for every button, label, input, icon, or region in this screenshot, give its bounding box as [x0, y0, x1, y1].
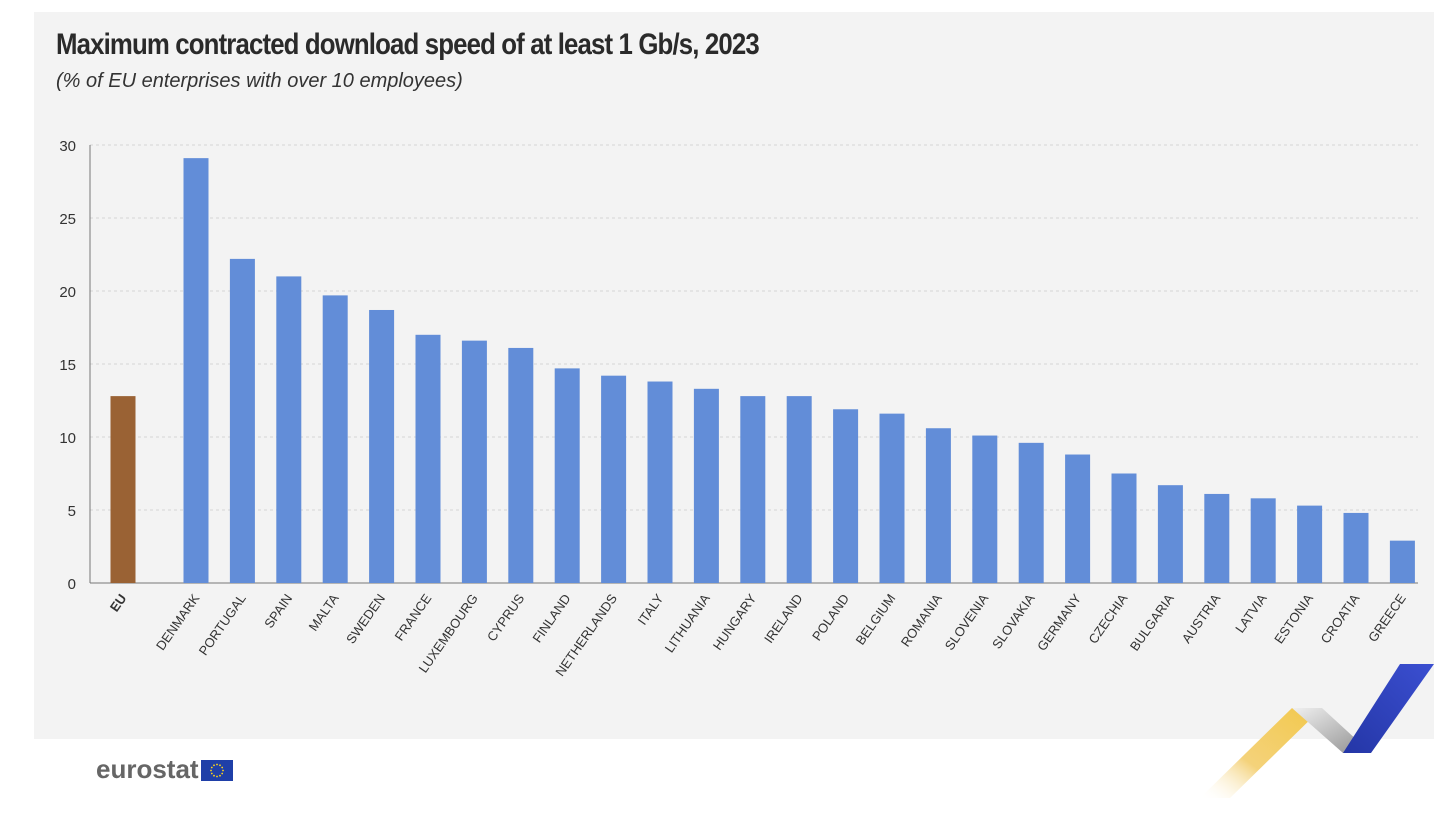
x-tick-label-romania: ROMANIA: [898, 591, 945, 650]
x-tick-label-germany: GERMANY: [1034, 591, 1084, 654]
bar-czechia: [1111, 473, 1137, 583]
decorative-chevron-icon: [1200, 664, 1434, 798]
flag-star: [220, 766, 223, 769]
x-tick-label-finland: FINLAND: [529, 591, 573, 645]
x-tick-label-estonia: ESTONIA: [1271, 591, 1316, 646]
bar-bulgaria: [1157, 485, 1183, 583]
bar-estonia: [1297, 505, 1323, 583]
bar-germany: [1065, 454, 1091, 583]
bar-latvia: [1250, 498, 1276, 583]
flag-star: [215, 763, 218, 766]
bar-denmark: [183, 158, 209, 583]
x-tick-label-latvia: LATVIA: [1232, 591, 1270, 636]
eurostat-logo: eurostat: [96, 754, 233, 784]
x-tick-label-austria: AUSTRIA: [1179, 591, 1224, 646]
bars: [110, 158, 1415, 583]
x-tick-label-sweden: SWEDEN: [343, 591, 388, 646]
bar-malta: [322, 295, 348, 583]
x-tick-label-eu: EU: [107, 591, 130, 614]
bar-croatia: [1343, 512, 1369, 583]
x-tick-label-ireland: IRELAND: [761, 591, 806, 646]
y-tick-label: 25: [59, 211, 76, 228]
bar-lithuania: [693, 388, 719, 583]
x-tick-label-portugal: PORTUGAL: [196, 591, 249, 658]
bar-hungary: [740, 396, 766, 583]
flag-star: [220, 772, 223, 775]
y-tick-label: 5: [68, 503, 76, 520]
bar-belgium: [879, 413, 905, 583]
x-tick-label-poland: POLAND: [809, 591, 852, 643]
x-tick-label-lithuania: LITHUANIA: [662, 591, 713, 655]
x-tick-label-belgium: BELGIUM: [853, 591, 899, 648]
x-tick-label-croatia: CROATIA: [1318, 591, 1363, 646]
x-tick-label-france: FRANCE: [392, 591, 435, 644]
bar-italy: [647, 381, 673, 583]
y-tick-label: 15: [59, 357, 76, 374]
x-tick-label-slovenia: SLOVENIA: [942, 591, 992, 653]
flag-star: [212, 774, 215, 777]
x-tick-label-bulgaria: BULGARIA: [1127, 591, 1177, 654]
eurostat-wordmark: eurostat: [96, 754, 199, 784]
bar-austria: [1204, 493, 1230, 583]
chart-subtitle: (% of EU enterprises with over 10 employ…: [56, 70, 463, 92]
x-tick-label-cyprus: CYPRUS: [484, 591, 528, 644]
flag-star: [212, 764, 215, 767]
flag-star: [221, 769, 224, 772]
x-tick-label-czechia: CZECHIA: [1085, 591, 1130, 647]
y-tick-label: 20: [59, 284, 76, 301]
bar-poland: [833, 409, 859, 583]
flag-star: [210, 772, 213, 775]
flag-star: [209, 769, 212, 772]
flag-star: [218, 774, 221, 777]
x-tick-label-greece: GREECE: [1365, 591, 1409, 645]
flag-star: [210, 766, 213, 769]
bar-netherlands: [601, 375, 627, 583]
x-tick-label-spain: SPAIN: [261, 591, 295, 631]
y-tick-label: 0: [68, 576, 76, 593]
flag-star: [218, 764, 221, 767]
bar-cyprus: [508, 347, 534, 583]
chart-panel: [34, 12, 1434, 739]
bar-slovenia: [972, 435, 998, 583]
bar-france: [415, 334, 441, 583]
bar-finland: [554, 368, 580, 583]
bar-slovakia: [1018, 442, 1044, 583]
y-tick-label: 30: [59, 138, 76, 155]
x-tick-label-denmark: DENMARK: [153, 591, 203, 653]
x-tick-label-italy: ITALY: [635, 591, 667, 628]
flag-star: [215, 775, 218, 778]
gridlines: [90, 144, 1418, 511]
x-tick-label-hungary: HUNGARY: [710, 591, 760, 653]
x-tick-label-malta: MALTA: [306, 591, 342, 634]
chart-title: Maximum contracted download speed of at …: [56, 28, 760, 61]
bar-portugal: [229, 258, 255, 583]
y-tick-label: 10: [59, 430, 76, 447]
bar-eu: [110, 396, 136, 583]
eu-flag-icon: [200, 760, 233, 781]
bar-ireland: [786, 396, 812, 583]
bar-sweden: [369, 309, 395, 583]
y-axis-ticks: 0 5 10 15 20 25 30: [59, 138, 76, 593]
x-tick-label-slovakia: SLOVAKIA: [989, 591, 1038, 652]
bar-luxembourg: [461, 340, 487, 583]
bar-spain: [276, 276, 302, 583]
bar-greece: [1389, 540, 1415, 583]
bar-romania: [925, 428, 951, 583]
